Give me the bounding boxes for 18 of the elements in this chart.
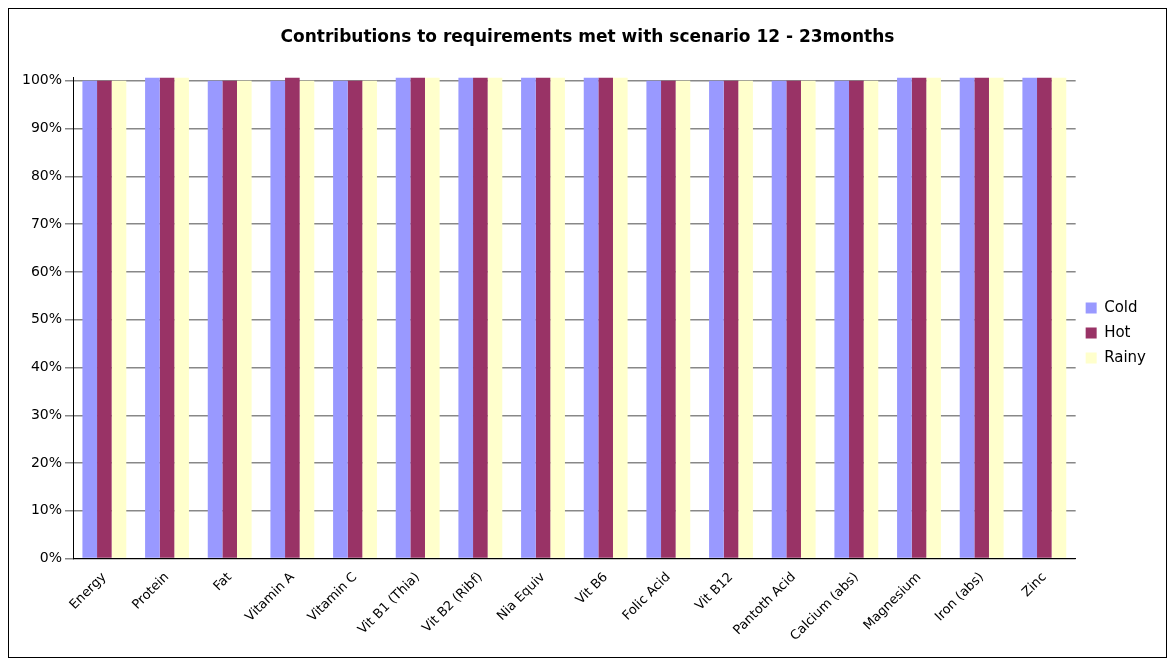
legend-label: Hot: [1104, 322, 1131, 341]
x-tick-label: Fat: [209, 569, 235, 594]
y-tick-label: 10%: [30, 501, 63, 518]
x-tick-label: Vit B12: [691, 569, 736, 613]
legend-label: Rainy: [1104, 347, 1147, 366]
chart-title: Contributions to requirements met with scenario 12 - 23months: [280, 25, 895, 46]
y-tick-label: 100%: [21, 71, 63, 88]
y-tick-label: 20%: [30, 453, 63, 470]
y-tick-label: 40%: [30, 358, 63, 375]
x-tick-label: Vit B6: [572, 569, 611, 607]
y-tick-label: 70%: [30, 214, 63, 231]
y-tick-label: 0%: [39, 549, 63, 566]
y-tick-label: 60%: [30, 262, 63, 279]
y-tick-label: 50%: [30, 310, 63, 327]
y-tick-label: 30%: [30, 405, 63, 422]
y-tick-label: 80%: [30, 166, 63, 183]
y-tick-label: 90%: [30, 119, 63, 136]
legend-label: Cold: [1104, 297, 1138, 316]
